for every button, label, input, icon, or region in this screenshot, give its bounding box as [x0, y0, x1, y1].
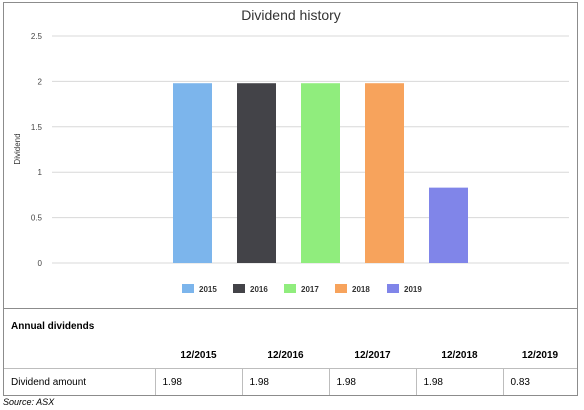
chart-panel: Dividend history 0 0.5 1 1.5 2 2.5 Dividend 2015… [3, 2, 578, 396]
legend-label-2015: 2015 [199, 285, 217, 294]
y-axis-label: Dividend [13, 133, 22, 164]
table-header-cell: 12/2016 [267, 349, 304, 361]
table-cell: 1.98 [329, 368, 417, 395]
legend-label-2018: 2018 [352, 285, 370, 294]
legend-swatch-2015 [182, 284, 194, 293]
table-cell: 1.98 [155, 368, 243, 395]
legend-label-2017: 2017 [301, 285, 319, 294]
source-note: Source: ASX [3, 397, 55, 407]
legend-label-2016: 2016 [250, 285, 268, 294]
table-row: Dividend amount 1.98 1.98 1.98 1.98 0.83 [4, 368, 577, 395]
legend-swatch-2018 [335, 284, 347, 293]
table-header-cell: 12/2018 [441, 349, 478, 361]
legend-swatch-2019 [387, 284, 399, 293]
y-tick-label: 2 [38, 77, 43, 86]
bar-2016 [237, 83, 276, 263]
y-tick-label: 2.5 [31, 32, 43, 41]
annual-dividends-table: 12/2015 12/2016 12/2017 12/2018 12/2019 … [4, 342, 577, 395]
table-header-row: 12/2015 12/2016 12/2017 12/2018 12/2019 [4, 342, 577, 369]
chart-title: Dividend history [241, 7, 341, 23]
table-header-cell: 12/2019 [521, 349, 559, 361]
bar-2017 [301, 83, 340, 263]
table-header-cell: 12/2017 [354, 349, 391, 361]
y-tick-label: 1.5 [31, 123, 43, 132]
bar-2018 [365, 83, 404, 263]
y-tick-label: 0 [38, 259, 43, 268]
annual-dividends-title: Annual dividends [11, 321, 95, 332]
table-header-cell: 12/2015 [180, 349, 217, 361]
bar-2015 [173, 83, 212, 263]
y-tick-label: 0.5 [31, 214, 43, 223]
row-label: Dividend amount [4, 368, 156, 395]
legend-swatch-2017 [284, 284, 296, 293]
y-tick-label: 1 [38, 168, 43, 177]
annual-dividends-section: Annual dividends 12/2015 12/2016 12/2017… [4, 308, 577, 397]
bar-2019 [429, 187, 468, 263]
table-header-cell [4, 342, 155, 369]
table-cell: 0.83 [503, 368, 577, 395]
dividend-bar-chart: Dividend history 0 0.5 1 1.5 2 2.5 Dividend 2015… [13, 7, 569, 294]
legend-swatch-2016 [233, 284, 245, 293]
legend-label-2019: 2019 [404, 285, 422, 294]
table-cell: 1.98 [242, 368, 330, 395]
table-cell: 1.98 [416, 368, 504, 395]
